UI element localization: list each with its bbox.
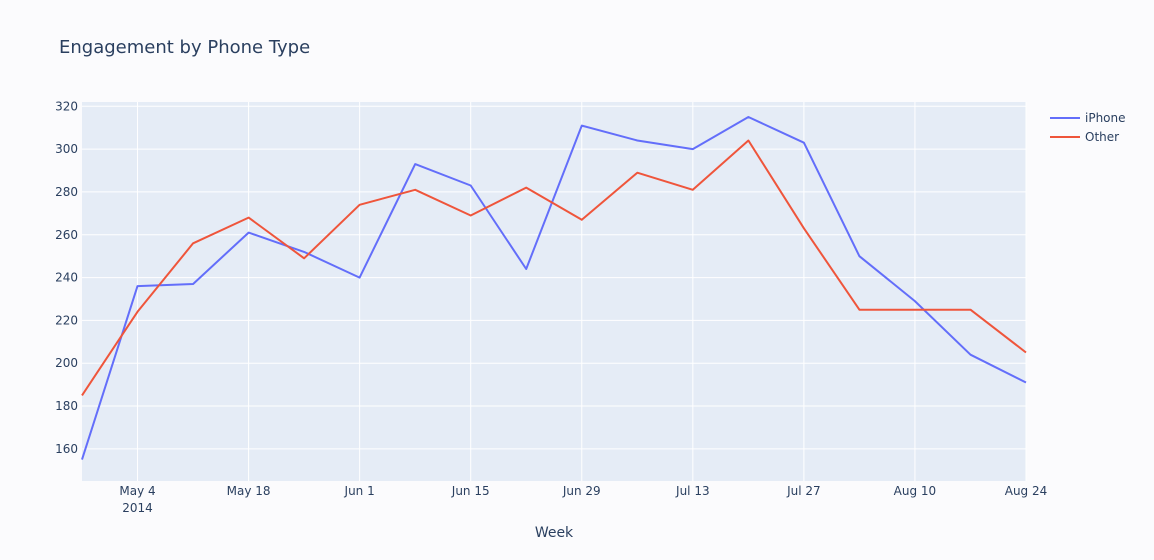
x-tick-label: Aug 10 [894, 484, 937, 498]
plot-area [82, 102, 1026, 481]
x-tick-label: Jun 1 [344, 484, 375, 498]
legend-label: Other [1085, 130, 1119, 144]
y-tick-label: 160 [55, 442, 78, 456]
legend[interactable]: iPhone Other [1050, 111, 1126, 144]
x-axis-title: Week [535, 525, 574, 541]
y-tick-label: 240 [55, 271, 78, 285]
y-tick-label: 200 [55, 356, 78, 370]
legend-item-iphone[interactable]: iPhone [1050, 111, 1126, 125]
x-tick-label: May 18 [227, 484, 271, 498]
y-tick-label: 260 [55, 228, 78, 242]
y-tick-label: 220 [55, 313, 78, 327]
y-tick-label: 300 [55, 142, 78, 156]
legend-label: iPhone [1085, 111, 1126, 125]
x-tick-label: Aug 24 [1005, 484, 1048, 498]
x-tick-sublabel: 2014 [122, 501, 153, 515]
x-tick-label: Jun 15 [451, 484, 490, 498]
x-tick-label: Jun 29 [562, 484, 601, 498]
y-tick-label: 280 [55, 185, 78, 199]
legend-item-other[interactable]: Other [1050, 130, 1119, 144]
y-tick-label: 180 [55, 399, 78, 413]
chart-title: Engagement by Phone Type [59, 37, 310, 58]
x-tick-label: Jul 27 [786, 484, 821, 498]
series-line-iphone [81, 116, 1027, 460]
series-line-other [81, 139, 1027, 396]
y-tick-label: 320 [55, 99, 78, 113]
x-tick-label: Jul 13 [675, 484, 710, 498]
series-lines [81, 116, 1027, 460]
x-tick-label: May 4 [119, 484, 155, 498]
x-axis-ticks: May 4 2014 May 18 Jun 1 Jun 15 Jun 29 Jul 13 Ju… [119, 484, 1047, 515]
y-axis-ticks: 160 180 200 220 240 260 280 300 320 [55, 99, 78, 456]
grid-lines [82, 102, 1027, 481]
